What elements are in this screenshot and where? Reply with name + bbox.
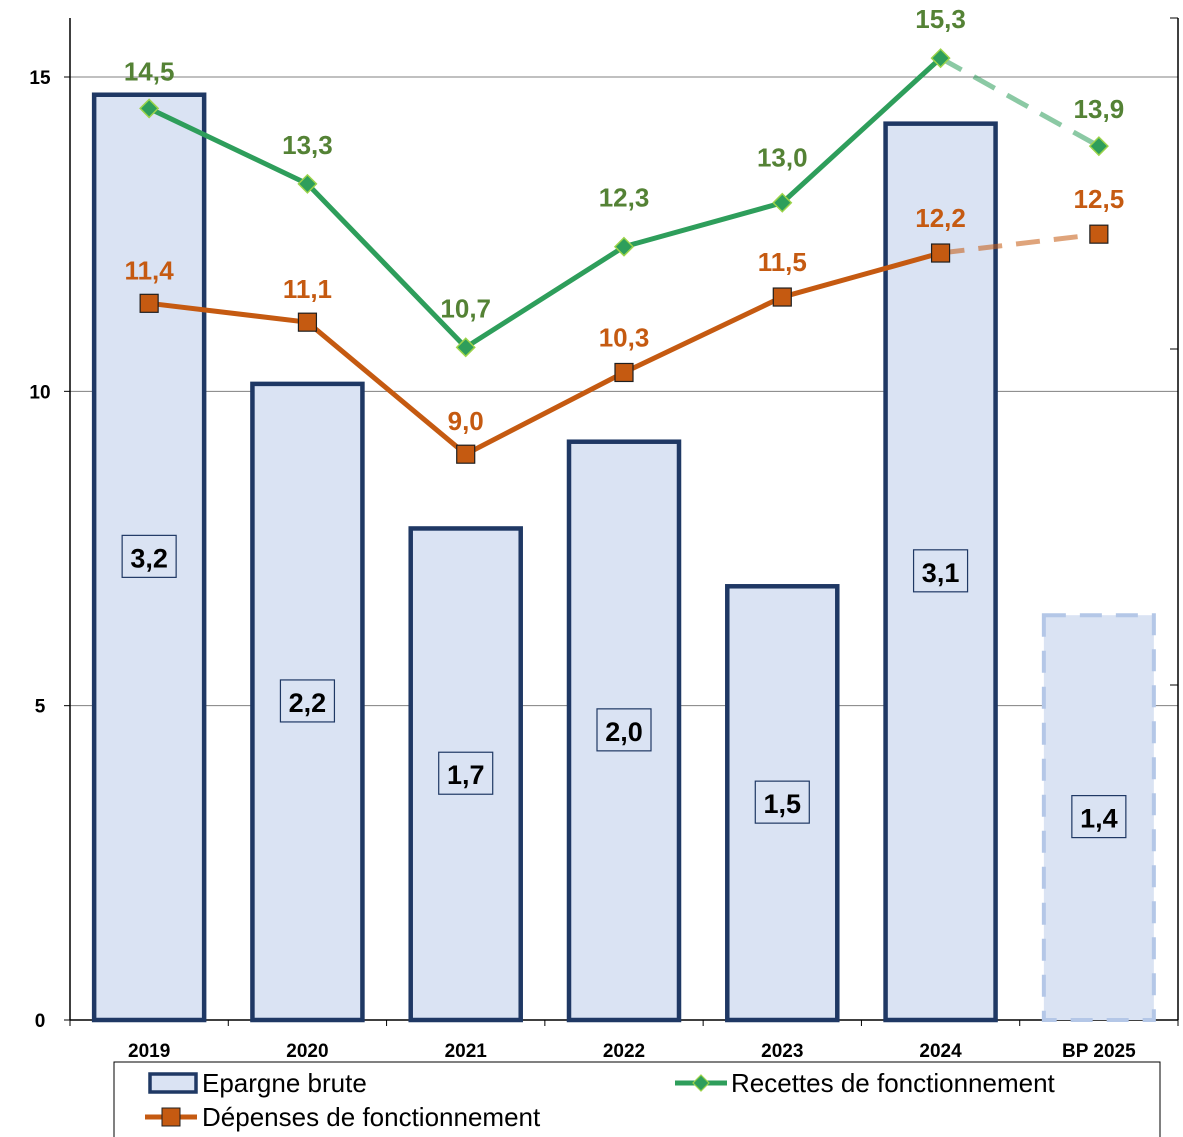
bar [250, 381, 365, 1023]
bar-label-box [121, 534, 177, 578]
point-data-label: 13,0 [757, 143, 808, 173]
point-data-label: 11,4 [125, 255, 175, 285]
category-label: 2021 [445, 1041, 488, 1062]
legend-swatch-marker [161, 1107, 181, 1127]
category-label: 2019 [128, 1041, 170, 1062]
point-marker [139, 98, 160, 119]
point-marker [297, 312, 318, 332]
bar-label-box [596, 708, 652, 752]
point-data-label: 11,1 [283, 274, 332, 304]
line-series [139, 48, 1109, 464]
data-labels: 3,2 2,2 1,7 2,0 1,5 3,1 1,4 14,5 13,3 10,7 12,3 13,… [121, 4, 1127, 839]
series-line [148, 250, 942, 457]
point-marker [930, 48, 951, 69]
series-line [148, 56, 943, 350]
point-marker [456, 444, 476, 464]
legend-swatch-bar [148, 1072, 198, 1094]
point-marker [772, 192, 793, 213]
point-marker [1089, 224, 1109, 244]
point-data-label: 10,7 [440, 293, 491, 323]
legend-swatch-marker [692, 1074, 710, 1092]
bar-data-label: 3,1 [922, 558, 960, 588]
category-label: BP 2025 [1062, 1041, 1136, 1062]
point-data-label: 12,5 [1074, 184, 1125, 214]
series-line-projected [940, 231, 1100, 256]
point-marker [614, 362, 634, 383]
point-marker [772, 287, 792, 307]
series-line-projected [939, 55, 1101, 149]
legend-label: Epargne brute [202, 1068, 367, 1098]
legend: Epargne brute Recettes de fonctionnement D… [113, 1061, 1161, 1137]
point-data-label: 12,3 [599, 183, 650, 213]
category-label: 2023 [761, 1041, 803, 1062]
point-marker [613, 236, 635, 257]
legend-label: Dépenses de fonctionnement [202, 1102, 541, 1132]
point-data-label: 15,3 [915, 4, 966, 34]
y-tick-label: 15 [29, 68, 51, 89]
bar-data-label: 2,2 [289, 688, 327, 718]
point-data-label: 10,3 [599, 322, 650, 352]
point-data-label: 12,2 [915, 203, 966, 233]
y-tick-label: 5 [35, 697, 46, 718]
bar-label-box [1071, 794, 1127, 839]
bar-data-label: 1,7 [447, 760, 485, 790]
bar-data-label: 2,0 [605, 717, 643, 747]
point-marker [297, 173, 318, 194]
bar-data-label: 3,2 [130, 543, 168, 573]
bar-label-box [438, 751, 494, 795]
point-data-label: 13,9 [1074, 94, 1125, 124]
bar-data-label: 1,4 [1080, 804, 1118, 834]
point-marker [139, 293, 159, 313]
point-data-label: 13,3 [282, 130, 333, 160]
point-data-label: 14,5 [124, 56, 175, 86]
point-data-label: 11,5 [758, 247, 807, 277]
point-marker [455, 337, 476, 358]
bar-data-label: 1,5 [764, 789, 802, 819]
point-marker [930, 243, 951, 263]
category-label: 2022 [603, 1041, 645, 1062]
y-tick-label: 0 [35, 1011, 46, 1032]
legend-box [113, 1061, 1161, 1137]
bar-label-box [754, 780, 810, 824]
legend-label: Recettes de fonctionnement [731, 1068, 1056, 1098]
category-label: 2024 [919, 1041, 962, 1062]
point-marker [1088, 136, 1109, 157]
bar-label-box [279, 679, 336, 723]
bar-label-box [912, 549, 969, 593]
y-tick-label: 10 [29, 382, 50, 403]
category-label: 2020 [286, 1041, 328, 1062]
bar-series [91, 92, 1156, 1023]
point-data-label: 9,0 [448, 406, 484, 436]
